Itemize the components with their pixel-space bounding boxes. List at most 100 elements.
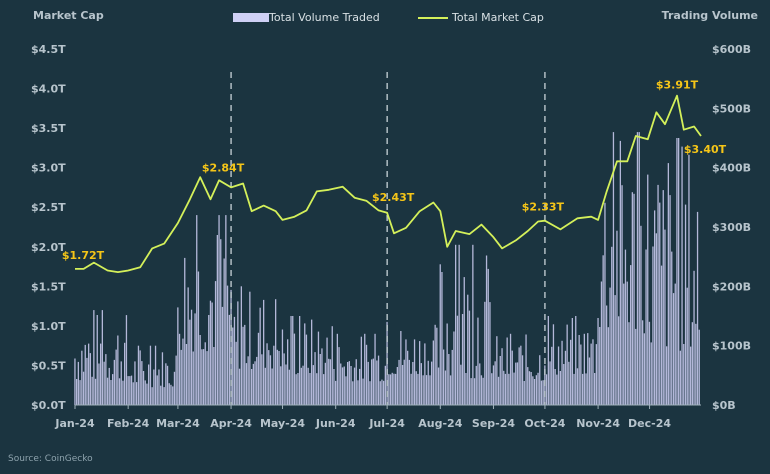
right-axis-title: Trading Volume [661, 9, 758, 22]
volume-bar [357, 380, 359, 405]
volume-bar [91, 376, 93, 405]
volume-bar [623, 283, 625, 405]
volume-bar [556, 374, 558, 405]
volume-bar [419, 341, 421, 405]
volume-bar [136, 382, 138, 405]
volume-bar [247, 356, 249, 405]
volume-bar [676, 138, 678, 405]
volume-bar [497, 376, 500, 405]
volume-bar [425, 375, 428, 405]
data-label: $2.33T [522, 201, 565, 214]
volume-bar [566, 324, 568, 405]
volume-bar [173, 371, 176, 405]
volume-bar [564, 350, 567, 405]
volume-bar [496, 336, 498, 405]
volume-bar [650, 342, 652, 405]
volume-bar [374, 333, 376, 405]
volume-bar [662, 190, 664, 405]
volume-bar [317, 331, 320, 405]
volume-bar [204, 342, 206, 405]
volume-bar [461, 314, 464, 405]
volume-bar [82, 371, 85, 405]
volume-bar [384, 365, 386, 405]
volume-bar [570, 339, 572, 405]
volume-bar [604, 202, 606, 405]
volume-bar [84, 344, 86, 405]
volume-bar [475, 365, 477, 405]
volume-bar [455, 244, 457, 405]
volume-bar [117, 335, 119, 405]
volume-bar [686, 287, 688, 405]
volume-bar [467, 294, 469, 405]
right-axis-tick-label: $0B [712, 399, 736, 412]
volume-bar [482, 377, 484, 405]
volume-bar [645, 249, 647, 405]
volume-bar [161, 352, 164, 405]
volume-bar [184, 257, 186, 405]
volume-bar [602, 255, 604, 405]
right-axis-tick-label: $200B [712, 280, 751, 293]
volume-bar [132, 382, 134, 405]
volume-bar [606, 305, 608, 405]
volume-bar [329, 359, 332, 405]
volume-bar [309, 373, 311, 405]
volume-bar [429, 375, 431, 405]
volume-bar [489, 302, 491, 405]
volume-bar [293, 333, 296, 405]
volume-bar [124, 342, 126, 405]
volume-bar [319, 354, 321, 405]
x-axis-tick-label: Nov-24 [576, 417, 620, 430]
volume-bar [607, 327, 609, 405]
volume-bar [539, 355, 541, 405]
volume-bar [691, 322, 693, 405]
volume-bar [110, 380, 112, 405]
volume-bar [520, 345, 522, 405]
left-axis-tick-label: $2.5T [31, 201, 66, 214]
volume-bar [242, 326, 244, 405]
volume-bar [216, 235, 218, 405]
volume-bar [153, 369, 155, 405]
volume-bar [377, 355, 380, 405]
volume-bar [693, 270, 695, 405]
volume-bar [226, 285, 229, 405]
volume-bar [362, 378, 364, 405]
volume-bar [311, 319, 313, 405]
volume-bar [165, 363, 167, 405]
volume-bar [295, 374, 297, 405]
volume-bar [444, 370, 447, 405]
volume-bar [280, 366, 282, 405]
volume-bar [463, 277, 465, 405]
volume-bar [446, 323, 448, 405]
volume-bar [533, 379, 536, 405]
volume-bar [618, 316, 620, 405]
volume-bar [221, 306, 224, 405]
volume-bar [127, 376, 129, 405]
volume-bar [499, 356, 501, 405]
volume-bar [568, 361, 570, 405]
volume-bar [220, 239, 222, 405]
legend-marketcap-swatch [418, 16, 448, 19]
volume-bar [509, 333, 512, 405]
volume-bar [492, 365, 495, 405]
volume-bar [345, 376, 347, 405]
volume-bar [276, 349, 278, 405]
volume-bar [244, 324, 246, 405]
volume-bar [148, 364, 150, 405]
volume-bar [256, 356, 258, 405]
volume-bar [376, 360, 378, 405]
legend-marketcap: Total Market Cap [418, 11, 544, 24]
volume-bar [211, 302, 213, 405]
volume-bar [666, 346, 668, 405]
volume-bar [630, 265, 632, 405]
volume-bar [415, 371, 417, 405]
volume-bar [369, 381, 371, 405]
volume-bar [297, 373, 299, 405]
volume-bar [657, 184, 659, 405]
volume-bar [125, 315, 128, 405]
volume-bar [197, 271, 200, 405]
volume-bar [208, 315, 210, 405]
volume-bar [115, 349, 117, 405]
volume-bar [654, 210, 656, 405]
volume-bar [681, 146, 683, 405]
